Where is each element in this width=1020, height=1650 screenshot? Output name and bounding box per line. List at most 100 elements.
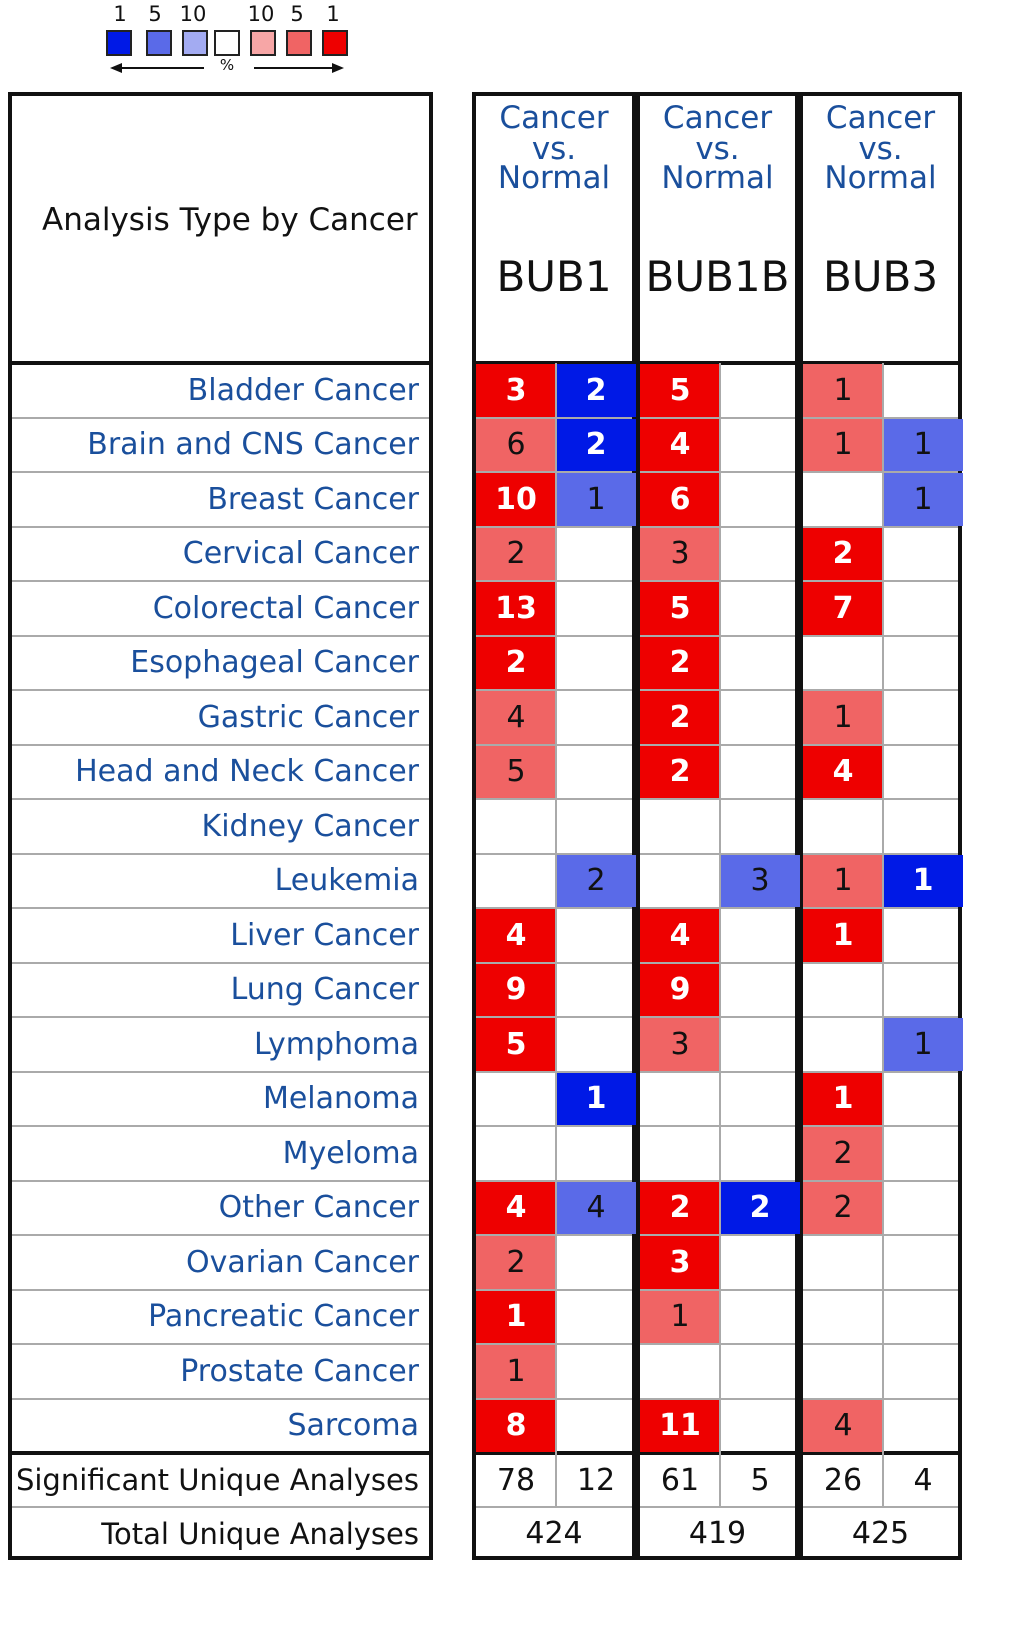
heatmap-cell [556,1291,636,1344]
column-label-line1: Cancer [825,100,936,136]
row-separator [803,961,958,964]
heatmap-cell [883,909,963,962]
legend-axis-label: % [219,56,235,74]
heatmap-cell: 4 [803,745,883,798]
heatmap-cell: 1 [803,691,883,744]
heatmap-cell: 4 [556,1181,636,1234]
gene-name: BUB3 [822,252,939,301]
row-separator [12,798,429,800]
row-separator [640,1343,795,1345]
row-separator [12,1179,429,1182]
heatmap-cell: 1 [556,1072,636,1125]
heatmap-cell: 3 [720,854,800,907]
heatmap-cell: 11 [640,1399,720,1452]
cancer-row-label: Sarcoma [287,1408,419,1444]
heatmap-cell [883,364,963,417]
heatmap-cell [883,746,963,799]
row-separator [640,634,795,637]
row-separator [803,1125,958,1127]
heatmap-cell [720,964,800,1017]
heatmap-cell [556,1345,636,1398]
significant-label: Significant Unique Analyses [15,1463,419,1497]
column-label-line1: Cancer [499,100,609,136]
row-separator [12,852,429,855]
cancer-row-label: Breast Cancer [207,481,419,517]
heatmap-cell [720,1127,800,1180]
heatmap-cell: 4 [803,1399,883,1452]
row-separator [476,1234,632,1236]
cancer-row-label: Other Cancer [218,1190,419,1226]
heatmap-cell: 2 [640,745,720,798]
row-separator [803,1397,958,1400]
heatmap-cell: 2 [720,1181,800,1234]
row-separator [640,1179,795,1182]
heatmap-cell: 1 [883,854,963,907]
total-count: 419 [688,1516,747,1551]
heatmap-cell [803,1236,883,1289]
heatmap-cell: 5 [640,582,720,635]
heatmap-cell [803,1291,883,1344]
row-separator [640,1288,795,1291]
heatmap-cell [883,1400,963,1453]
heatmap-cell: 13 [476,582,556,635]
heatmap-cell: 2 [476,636,556,689]
heatmap-cell: 6 [476,418,556,471]
analysis-type-title: Analysis Type by Cancer [42,202,418,238]
heatmap-cell: 3 [640,1018,720,1071]
heatmap-cell [883,691,963,744]
legend-swatch [286,30,312,56]
heatmap-cell [720,419,800,472]
row-separator [803,471,958,473]
column-label-line3: Normal [661,160,774,196]
row-separator [12,1125,429,1127]
row-separator [640,961,795,964]
heatmap-cell: 3 [640,1236,720,1289]
heatmap-cell [803,637,883,690]
heatmap-cell [476,855,556,908]
heatmap-cell: 4 [640,418,720,471]
heatmap-cell [640,1127,720,1180]
row-separator [803,798,958,800]
row-separator [476,471,632,473]
row-separator [476,580,632,582]
heatmap-cell [720,1018,800,1071]
heatmap-cell: 2 [476,527,556,580]
gene-header-divider [799,361,962,365]
cancer-row-label: Cervical Cancer [182,536,419,572]
cancer-row-label: Brain and CNS Cancer [87,427,419,463]
legend-number: 10 [247,2,275,26]
row-separator [476,907,632,909]
row-separator [640,471,795,473]
row-separator [640,1016,795,1018]
heatmap-cell: 1 [883,473,963,526]
significant-count: 78 [496,1462,536,1498]
heatmap-cell: 1 [803,854,883,907]
heatmap-cell [883,1236,963,1289]
gene-summary-divider [636,1451,799,1455]
row-separator [803,634,958,637]
heatmap-cell [883,1291,963,1344]
heatmap-cell: 5 [476,1018,556,1071]
row-separator [640,689,795,691]
heatmap-cell [556,637,636,690]
row-separator [640,852,795,855]
cancer-row-label: Lung Cancer [230,972,419,1008]
cancer-row-label: Leukemia [274,863,419,899]
heatmap-cell [640,1073,720,1126]
heatmap-cell [803,800,883,853]
row-separator [640,580,795,582]
row-separator [476,525,632,528]
heatmap-cell: 1 [803,909,883,962]
heatmap-cell: 2 [556,364,636,417]
heatmap-cell: 4 [476,691,556,744]
heatmap-cell [720,1345,800,1398]
gene-header-divider [472,361,636,365]
heatmap-cell [720,1400,800,1453]
legend-swatch [146,30,172,56]
total-count: 424 [525,1516,583,1551]
row-separator [640,798,795,800]
legend-swatch [182,30,208,56]
heatmap-cell: 3 [476,364,556,417]
heatmap-cell: 6 [640,473,720,526]
significant-count: 5 [750,1462,770,1498]
